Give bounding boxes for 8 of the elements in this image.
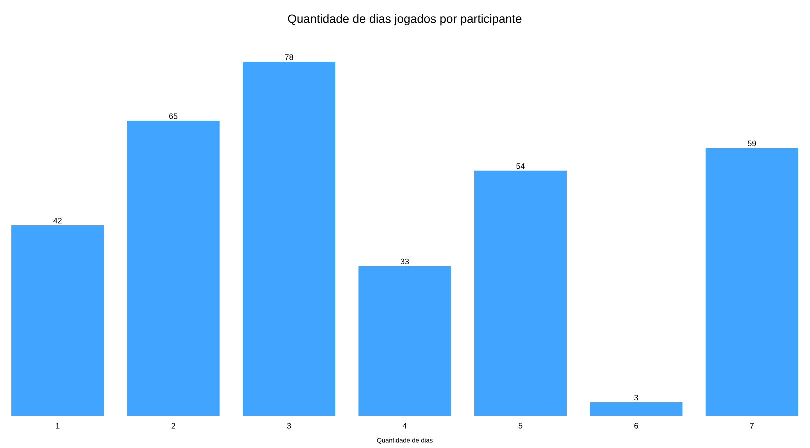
bar (706, 148, 798, 416)
bar (243, 62, 336, 416)
bar (474, 170, 567, 416)
bar (358, 266, 452, 416)
bar (590, 402, 683, 416)
bar (12, 225, 104, 416)
bar (127, 120, 220, 416)
chart-title: Quantidade de dias jogados por participante (288, 14, 522, 26)
